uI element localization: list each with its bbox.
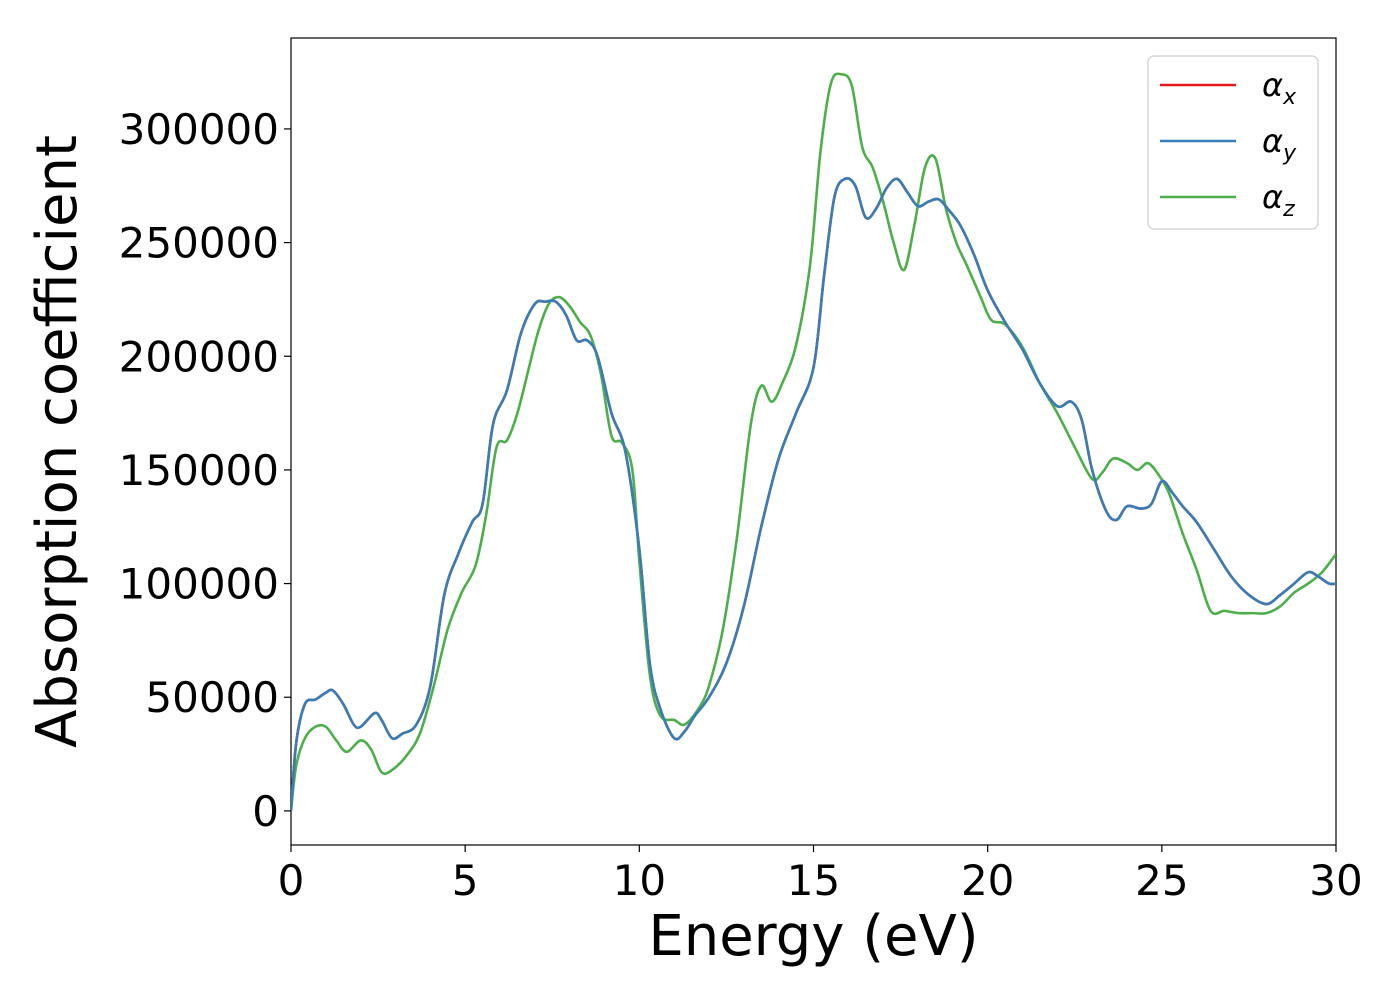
series-line-x bbox=[291, 177, 1336, 811]
y-tick-label: 200000 bbox=[119, 332, 279, 381]
legend-box bbox=[1147, 55, 1319, 230]
x-tick-label: 0 bbox=[278, 856, 305, 905]
series-line-z bbox=[291, 72, 1336, 812]
x-axis-ticks: 0 5 10 15 20 25 30 bbox=[278, 845, 1363, 905]
x-tick-label: 25 bbox=[1135, 856, 1188, 905]
y-tick-label: 250000 bbox=[119, 219, 279, 268]
x-tick-label: 10 bbox=[613, 856, 666, 905]
legend-label: αz bbox=[1262, 178, 1295, 222]
legend-label: αx bbox=[1262, 66, 1297, 110]
y-tick-label: 50000 bbox=[145, 673, 279, 722]
y-axis-ticks: 0 50000 100000 150000 200000 250000 300000 bbox=[119, 105, 291, 836]
series-line-y bbox=[291, 177, 1336, 811]
series-layer bbox=[291, 72, 1336, 812]
legend-item-x: αx bbox=[1160, 66, 1297, 110]
legend-item-y: αy bbox=[1160, 122, 1297, 166]
y-tick-label: 300000 bbox=[119, 105, 279, 154]
legend-item-z: αz bbox=[1160, 178, 1295, 222]
y-tick-label: 100000 bbox=[119, 560, 279, 609]
y-axis-title: Absorption coefficient bbox=[25, 135, 90, 748]
x-tick-label: 30 bbox=[1309, 856, 1362, 905]
x-tick-label: 20 bbox=[961, 856, 1014, 905]
legend-label: αy bbox=[1262, 122, 1297, 166]
y-tick-label: 0 bbox=[252, 787, 279, 836]
y-tick-label: 150000 bbox=[119, 446, 279, 495]
x-tick-label: 15 bbox=[787, 856, 840, 905]
x-tick-label: 5 bbox=[452, 856, 479, 905]
x-axis-title: Energy (eV) bbox=[648, 904, 978, 969]
legend: αx αy αz bbox=[1147, 55, 1319, 230]
